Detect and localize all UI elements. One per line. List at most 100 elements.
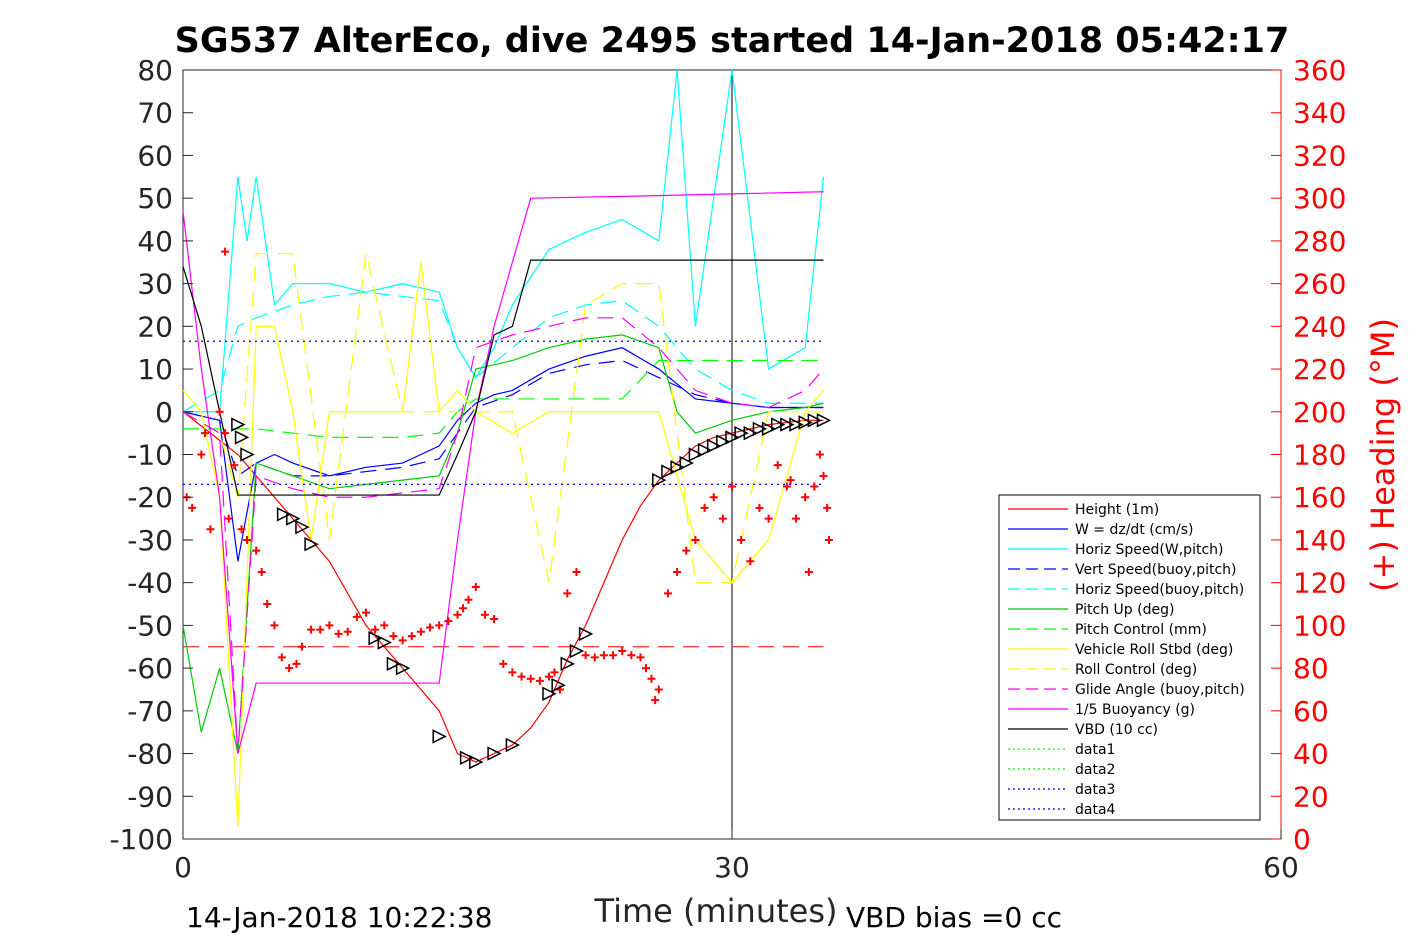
triangle-marker bbox=[771, 417, 786, 432]
y-tick-label: -10 bbox=[127, 439, 173, 472]
heading-point bbox=[737, 535, 746, 544]
heading-point bbox=[197, 450, 206, 459]
heading-point bbox=[618, 647, 627, 656]
heading-point bbox=[221, 429, 230, 438]
legend-entry-label: W = dz/dt (cm/s) bbox=[1075, 522, 1194, 538]
heading-point bbox=[458, 604, 467, 613]
heading-point bbox=[718, 514, 727, 523]
heading-point bbox=[230, 461, 239, 470]
series-line-9 bbox=[182, 317, 824, 754]
footer-timestamp: 14-Jan-2018 10:22:38 bbox=[186, 901, 492, 934]
series-line-11 bbox=[182, 259, 824, 496]
triangle-marker bbox=[487, 746, 502, 761]
y-right-tick-label: 240 bbox=[1293, 310, 1346, 343]
heading-point bbox=[804, 567, 813, 576]
y-tick-label: -80 bbox=[127, 738, 173, 771]
triangle-marker bbox=[652, 472, 667, 488]
heading-point bbox=[285, 664, 294, 673]
heading-point bbox=[252, 546, 261, 555]
y-right-tick-label: 340 bbox=[1293, 97, 1346, 130]
heading-point bbox=[277, 653, 286, 662]
heading-point bbox=[526, 674, 535, 683]
legend-entry-label: data4 bbox=[1075, 802, 1116, 818]
reference-lines bbox=[183, 70, 824, 839]
legend-entry-label: Vehicle Roll Stbd (deg) bbox=[1075, 642, 1233, 658]
heading-point bbox=[641, 664, 650, 673]
triangle-marker bbox=[377, 635, 392, 650]
triangle-marker bbox=[569, 643, 585, 659]
series-line-6 bbox=[183, 359, 824, 439]
y-right-tick-label: 40 bbox=[1293, 738, 1329, 771]
heading-point bbox=[325, 621, 334, 630]
heading-point bbox=[517, 672, 526, 681]
y-tick-label: 40 bbox=[137, 225, 173, 258]
triangle-marker bbox=[368, 630, 383, 646]
triangle-marker bbox=[734, 425, 749, 441]
heading-point bbox=[590, 653, 599, 662]
series-line-4 bbox=[182, 291, 824, 413]
heading-point bbox=[200, 429, 209, 438]
triangle-marker bbox=[295, 519, 310, 535]
heading-point bbox=[609, 651, 618, 660]
triangle-marker bbox=[234, 430, 250, 445]
x-tick-label: 0 bbox=[174, 851, 192, 884]
triangle-marker bbox=[716, 434, 731, 449]
heading-point bbox=[709, 493, 718, 502]
y-tick-label: -90 bbox=[127, 780, 173, 813]
triangle-marker bbox=[725, 430, 740, 445]
heading-point bbox=[823, 503, 832, 512]
legend-box bbox=[998, 494, 1261, 821]
triangle-marker bbox=[761, 421, 777, 437]
triangle-marker bbox=[304, 537, 319, 552]
legend-entry-label: Horiz Speed(W,pitch) bbox=[1075, 542, 1223, 558]
footer-vbd-bias: VBD bias =0 cc bbox=[846, 901, 1062, 934]
heading-point bbox=[371, 625, 380, 634]
triangle-marker bbox=[276, 507, 292, 522]
y-tick-label: 80 bbox=[137, 54, 173, 87]
heading-point bbox=[663, 589, 672, 598]
y-tick-label: 70 bbox=[137, 97, 173, 130]
heading-point bbox=[654, 685, 663, 694]
heading-point bbox=[215, 407, 224, 416]
triangle-marker bbox=[670, 460, 685, 475]
heading-point bbox=[801, 493, 810, 502]
y-right-tick-label: 260 bbox=[1293, 268, 1346, 301]
chart-title: SG537 AlterEco, dive 2495 started 14-Jan… bbox=[175, 21, 1290, 61]
heading-point bbox=[453, 610, 462, 619]
heading-point bbox=[389, 632, 398, 641]
heading-point bbox=[464, 595, 473, 604]
legend-entry-label: data3 bbox=[1075, 782, 1115, 798]
y-tick-label: 20 bbox=[137, 310, 173, 343]
triangle-marker bbox=[432, 729, 447, 744]
heading-point bbox=[824, 535, 833, 544]
heading-point bbox=[773, 461, 782, 470]
legend-entry-label: Horiz Speed(buoy,pitch) bbox=[1075, 582, 1244, 598]
y-right-tick-label: 280 bbox=[1293, 225, 1346, 258]
triangle-marker bbox=[661, 464, 676, 479]
heading-point bbox=[343, 627, 352, 636]
heading-point bbox=[316, 625, 325, 634]
triangle-marker bbox=[551, 677, 566, 693]
y-right-tick-label: 180 bbox=[1293, 439, 1346, 472]
y-right-tick-label: 80 bbox=[1293, 652, 1329, 685]
heading-point bbox=[810, 482, 819, 491]
x-axis: 0 30 60 bbox=[174, 829, 1299, 884]
heading-point bbox=[535, 676, 544, 685]
y-axis-right-label: (+) Heading (°M) bbox=[1364, 318, 1402, 592]
legend-entry-label: VBD (10 cc) bbox=[1075, 722, 1158, 738]
heading-point bbox=[206, 525, 215, 534]
triangle-marker bbox=[816, 413, 832, 428]
heading-point bbox=[435, 621, 444, 630]
heading-point bbox=[362, 608, 370, 617]
y-tick-label: -50 bbox=[127, 609, 173, 642]
y-tick-label: -30 bbox=[127, 524, 173, 557]
triangle-marker bbox=[780, 417, 795, 432]
heading-point bbox=[647, 674, 656, 683]
legend-entry-label: Roll Control (deg) bbox=[1075, 662, 1197, 678]
legend-entry-label: Pitch Up (deg) bbox=[1075, 602, 1174, 618]
triangle-marker bbox=[386, 656, 402, 672]
heading-point bbox=[499, 659, 508, 668]
series-line-0 bbox=[182, 411, 824, 763]
triangle-marker bbox=[679, 455, 694, 471]
